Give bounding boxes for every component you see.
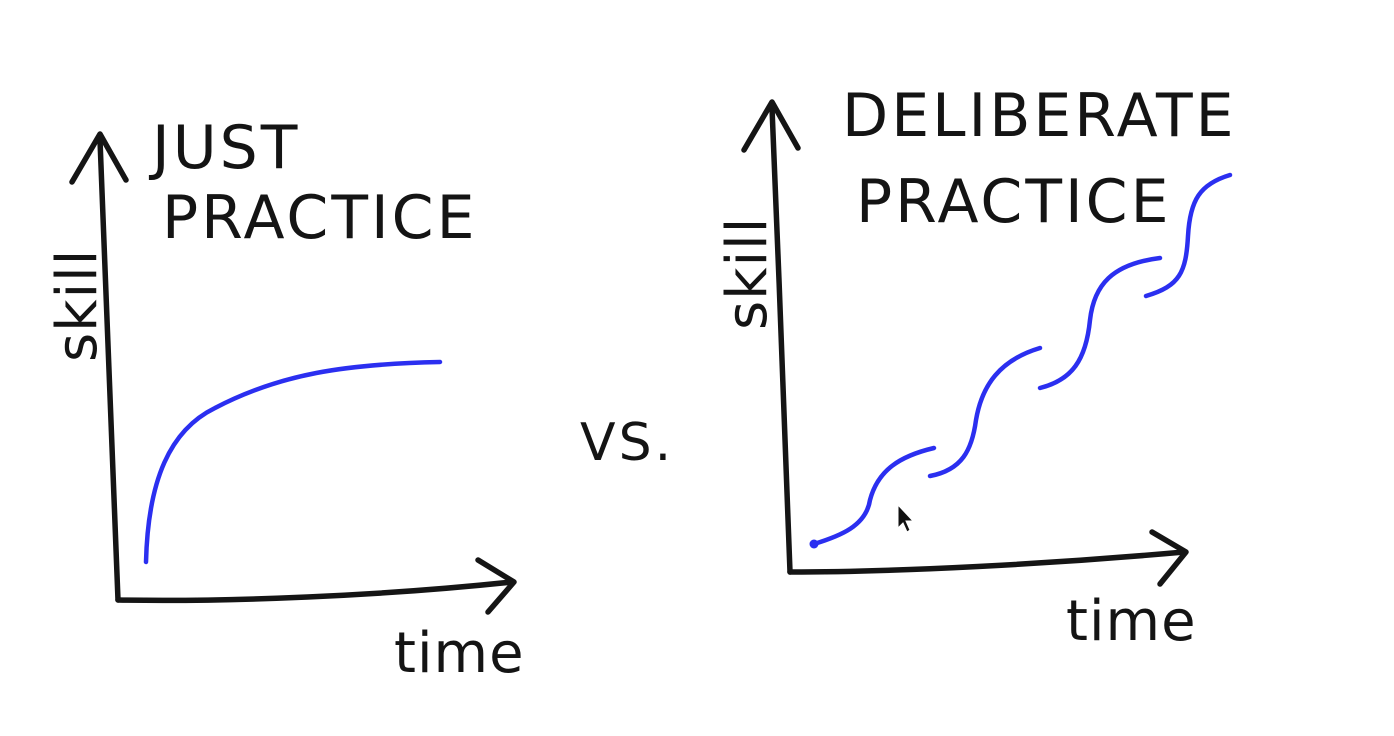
versus-label: VS. — [580, 413, 674, 473]
right-x-label: time — [1066, 589, 1197, 654]
deliberate-practice-diagram: DELIBERATE PRACTICE skill time — [715, 81, 1237, 654]
just-practice-diagram: JUST PRACTICE skill time — [45, 113, 525, 686]
left-x-axis-arrowhead — [475, 557, 517, 615]
right-x-axis — [787, 549, 1187, 575]
deliberate-curve-segment-1 — [811, 445, 937, 547]
left-y-axis-arrowhead — [69, 131, 129, 185]
right-x-axis-arrowhead — [1149, 529, 1189, 587]
left-x-axis — [115, 579, 515, 604]
right-title-line1: DELIBERATE — [842, 81, 1237, 151]
mouse-pointer-icon — [897, 503, 915, 533]
left-x-label: time — [394, 621, 525, 686]
deliberate-curve-segment-2 — [927, 345, 1043, 479]
deliberate-practice-curves — [809, 172, 1233, 549]
just-practice-curve — [143, 359, 443, 565]
right-y-axis — [769, 105, 793, 575]
left-title-line1: JUST — [148, 113, 300, 183]
left-y-axis — [97, 137, 121, 603]
deliberate-curve-segment-4 — [1143, 172, 1233, 299]
right-title-line2: PRACTICE — [856, 167, 1171, 237]
left-title-line2: PRACTICE — [162, 183, 477, 253]
deliberate-curve-segment-3 — [1037, 255, 1163, 391]
right-y-axis-arrowhead — [741, 99, 801, 153]
left-y-label: skill — [45, 249, 110, 362]
right-y-label: skill — [715, 217, 780, 330]
